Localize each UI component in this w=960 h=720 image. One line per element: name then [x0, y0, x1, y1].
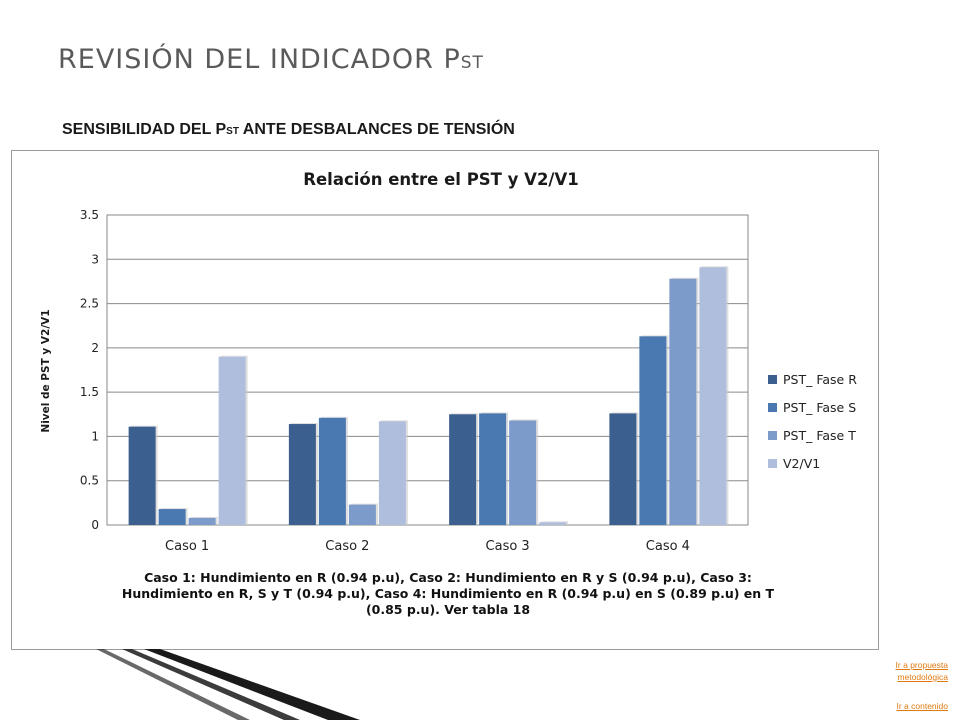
x-tick-label: Caso 3 [486, 539, 530, 554]
bar-pst-fase-t-caso-3 [509, 420, 537, 525]
bar-pst-fase-s-caso-1 [158, 509, 186, 525]
nav-link-contenido[interactable]: Ir a contenido [896, 701, 948, 711]
slide-subtitle-rest: ANTE DESBALANCES DE TENSIÓN [238, 121, 515, 138]
corner-decoration [96, 649, 360, 720]
chart-frame: Relación entre el PST y V2/V1 Nivel de P… [11, 150, 879, 650]
legend: PST_ Fase R PST_ Fase S PST_ Fase T V2/V1 [768, 372, 857, 471]
bar-pst-fase-r-caso-2 [288, 424, 316, 525]
gridlines [106, 214, 749, 526]
slide-subtitle-main: SENSIBILIDAD DEL P [62, 121, 227, 138]
chart-title: Relación entre el PST y V2/V1 [303, 170, 578, 189]
y-tick-label: 1.5 [80, 385, 99, 399]
chart-caption: Caso 1: Hundimiento en R (0.94 p.u), Cas… [121, 570, 775, 617]
bar-pst-fase-s-caso-4 [639, 336, 667, 525]
y-tick-label: 2.5 [80, 297, 99, 311]
slide-title-subscript: ST [460, 53, 484, 73]
bars [128, 266, 729, 525]
bar-v2-v1-caso-3 [539, 522, 567, 525]
bar-pst-fase-r-caso-4 [609, 413, 637, 525]
y-axis-label: Nivel de PST y V2/V1 [40, 309, 52, 432]
bar-pst-fase-s-caso-2 [318, 417, 346, 525]
y-tick-label: 0 [91, 518, 99, 532]
x-tick-label: Caso 1 [165, 539, 209, 554]
bar-pst-fase-r-caso-3 [449, 414, 477, 525]
legend-label: PST_ Fase T [783, 428, 856, 443]
bar-v2-v1-caso-4 [699, 267, 727, 525]
x-tick-labels: Caso 1 Caso 2 Caso 3 Caso 4 [165, 539, 690, 554]
bar-v2-v1-caso-1 [218, 356, 246, 525]
slide-subtitle: SENSIBILIDAD DEL PST ANTE DESBALANCES DE… [62, 121, 515, 139]
x-tick-label: Caso 2 [325, 539, 369, 554]
y-tick-label: 3.5 [80, 208, 99, 222]
bar-v2-v1-caso-2 [378, 421, 406, 525]
legend-label: V2/V1 [783, 456, 820, 471]
y-tick-labels: 0 0.5 1 1.5 2 2.5 3 3.5 [80, 208, 99, 532]
y-tick-label: 1 [91, 429, 99, 443]
bar-pst-fase-r-caso-1 [128, 426, 156, 525]
y-tick-label: 3 [91, 252, 99, 266]
slide-title: REVISIÓN DEL INDICADOR PST [58, 44, 484, 75]
slide-title-main: REVISIÓN DEL INDICADOR P [58, 44, 461, 75]
bar-pst-fase-t-caso-2 [348, 504, 376, 525]
legend-swatch [768, 403, 777, 412]
y-tick-label: 2 [91, 341, 99, 355]
bar-chart: Relación entre el PST y V2/V1 Nivel de P… [40, 170, 857, 554]
bar-pst-fase-s-caso-3 [479, 413, 507, 525]
bar-pst-fase-t-caso-4 [669, 278, 697, 525]
x-tick-label: Caso 4 [646, 539, 690, 554]
legend-swatch [768, 459, 777, 468]
legend-label: PST_ Fase S [783, 400, 856, 415]
legend-swatch [768, 431, 777, 440]
bar-pst-fase-t-caso-1 [188, 517, 216, 525]
plot-area [106, 214, 749, 526]
legend-label: PST_ Fase R [783, 372, 857, 387]
nav-link-propuesta[interactable]: Ir a propuesta metodológica [895, 660, 948, 682]
legend-swatch [768, 375, 777, 384]
slide-subtitle-subscript: ST [226, 126, 239, 137]
y-tick-label: 0.5 [80, 474, 99, 488]
